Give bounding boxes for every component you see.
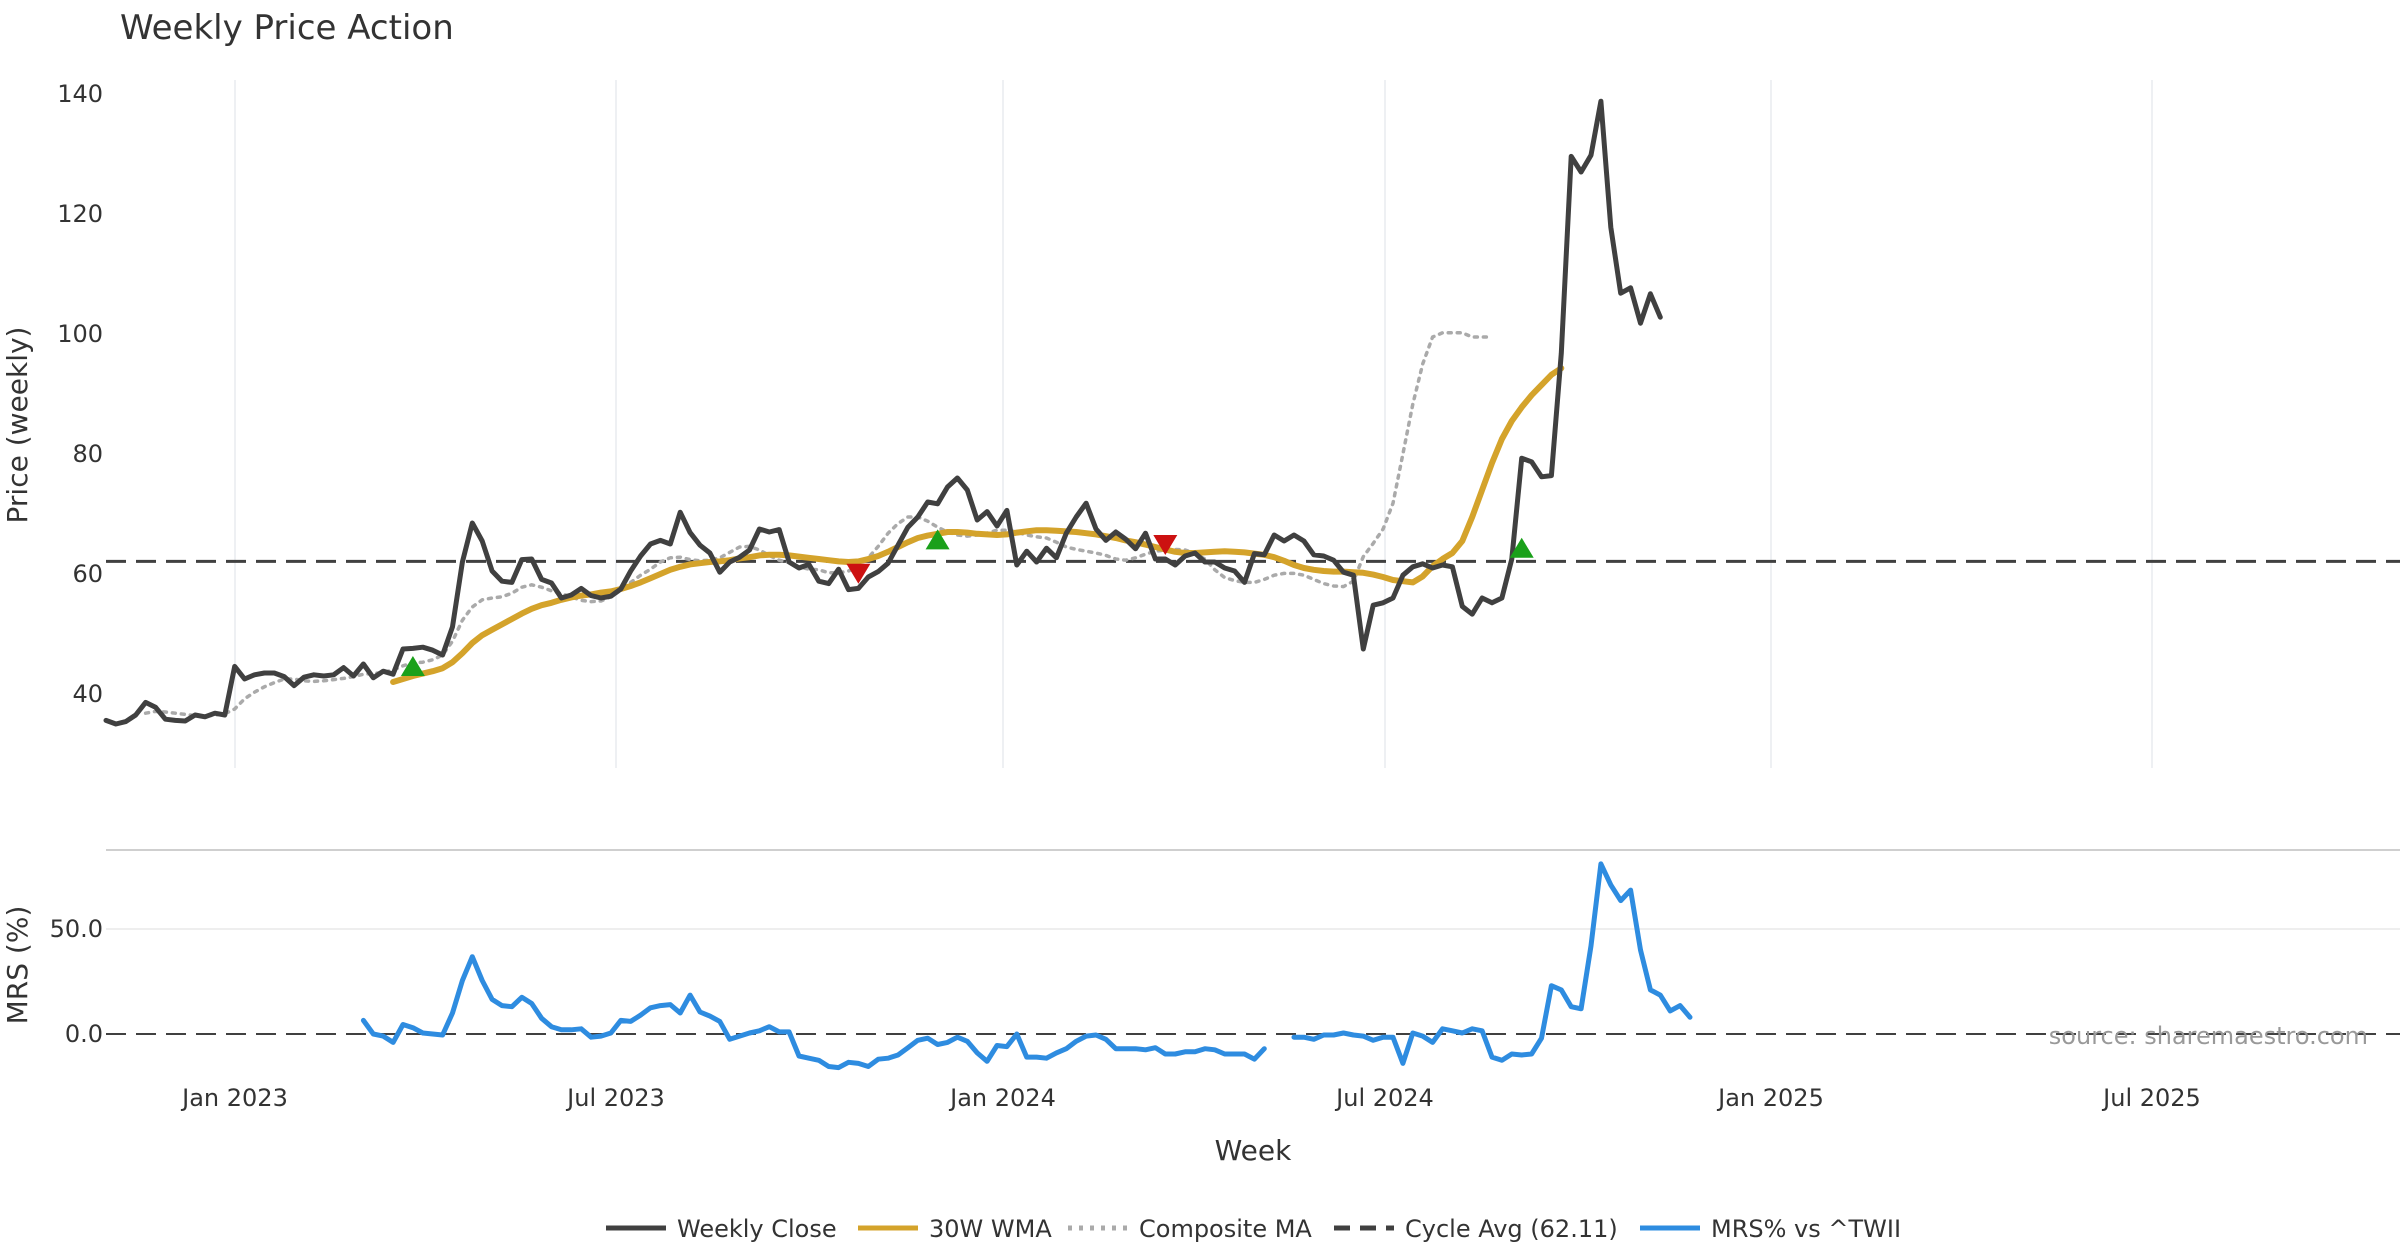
mrs-series-group — [360, 861, 1693, 1071]
x-tick-label: Jul 2024 — [1334, 1084, 1434, 1112]
wma-30w-line — [390, 365, 1565, 685]
price-y-ticks: 40 60 80 100 120 140 — [57, 80, 103, 708]
price-y-tick-label: 140 — [57, 80, 103, 108]
price-y-tick-label: 40 — [72, 680, 103, 708]
price-y-tick-label: 60 — [72, 560, 103, 588]
buy-signal-marker-0 — [400, 656, 425, 676]
price-y-tick-label: 80 — [72, 440, 103, 468]
mrs-y-tick-label: 50.0 — [50, 915, 103, 943]
mrs-y-axis-title: MRS (%) — [1, 906, 34, 1025]
mrs-line — [360, 861, 1693, 1071]
price-y-tick-label: 120 — [57, 200, 103, 228]
mrs-y-ticks: 0.0 50.0 — [50, 915, 103, 1048]
price-series-group — [103, 98, 1663, 727]
chart-title: Weekly Price Action — [120, 8, 454, 48]
x-tick-label: Jul 2023 — [565, 1084, 665, 1112]
buy-signal-marker-2 — [1509, 537, 1534, 558]
legend-label: 30W WMA — [929, 1215, 1052, 1243]
weekly-close-line — [103, 98, 1663, 727]
legend-label: Weekly Close — [677, 1215, 837, 1243]
legend-label: Composite MA — [1139, 1215, 1312, 1243]
x-tick-labels: Jan 2023 Jul 2023 Jan 2024 Jul 2024 Jan 2025… — [180, 1084, 2201, 1112]
chart-legend: Weekly Close 30W WMA Composite MA Cycle Avg… — [606, 1215, 1901, 1243]
x-tick-label: Jan 2025 — [1716, 1084, 1824, 1112]
signal-markers — [400, 529, 1534, 676]
price-gridlines — [234, 80, 2153, 768]
buy-signal-marker-1 — [925, 529, 950, 550]
legend-label: MRS% vs ^TWII — [1711, 1215, 1901, 1243]
sell-signal-marker-1 — [1153, 535, 1178, 555]
x-axis-title: Week — [1215, 1134, 1292, 1167]
composite-ma-line — [143, 331, 1494, 718]
source-label: source: sharemaestro.com — [2049, 1022, 2368, 1050]
x-tick-label: Jan 2024 — [948, 1084, 1056, 1112]
x-tick-label: Jul 2025 — [2101, 1084, 2201, 1112]
sell-signal-marker-0 — [846, 563, 871, 584]
price-y-axis-title: Price (weekly) — [1, 327, 34, 524]
x-tick-label: Jan 2023 — [180, 1084, 288, 1112]
mrs-y-tick-label: 0.0 — [65, 1020, 103, 1048]
legend-label: Cycle Avg (62.11) — [1405, 1215, 1618, 1243]
price-y-tick-label: 100 — [57, 320, 103, 348]
